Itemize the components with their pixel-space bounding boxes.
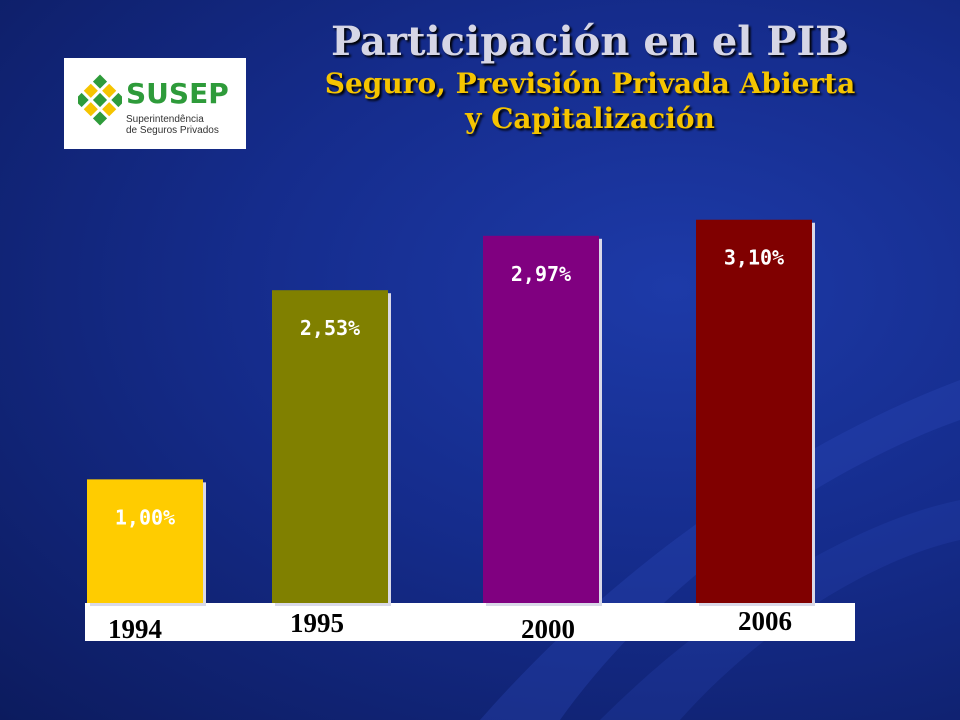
page-subtitle-line2: y Capitalización — [465, 102, 715, 135]
bar-1995 — [272, 290, 388, 603]
bar-1994 — [87, 479, 203, 603]
category-label-2006: 2006 — [738, 606, 792, 636]
susep-logo-mark — [78, 74, 122, 126]
bar-2006 — [696, 219, 812, 603]
logo-name: SUSEP — [126, 77, 229, 110]
category-label-1995: 1995 — [290, 608, 344, 638]
category-axis-band — [85, 603, 855, 641]
category-label-1994: 1994 — [108, 614, 162, 644]
data-label-1994: 1,00% — [115, 505, 175, 529]
logo-subtitle-line2: de Seguros Privados — [126, 125, 219, 136]
data-label-2006: 3,10% — [724, 246, 784, 270]
logo-subtitle-line1: Superintendência — [126, 114, 204, 125]
bar-2000 — [483, 235, 599, 604]
title-block: Participación en el PIB Seguro, Previsió… — [250, 18, 930, 136]
page-subtitle-line1: Seguro, Previsión Privada Abierta — [324, 67, 856, 100]
data-label-1995: 2,53% — [300, 316, 360, 340]
data-label-2000: 2,97% — [511, 262, 571, 286]
page-title: Participación en el PIB — [331, 18, 849, 65]
logo-subtitle: Superintendência de Seguros Privados — [126, 114, 219, 136]
category-label-2000: 2000 — [521, 614, 575, 644]
susep-logo: SUSEP Superintendência de Seguros Privad… — [64, 58, 246, 149]
